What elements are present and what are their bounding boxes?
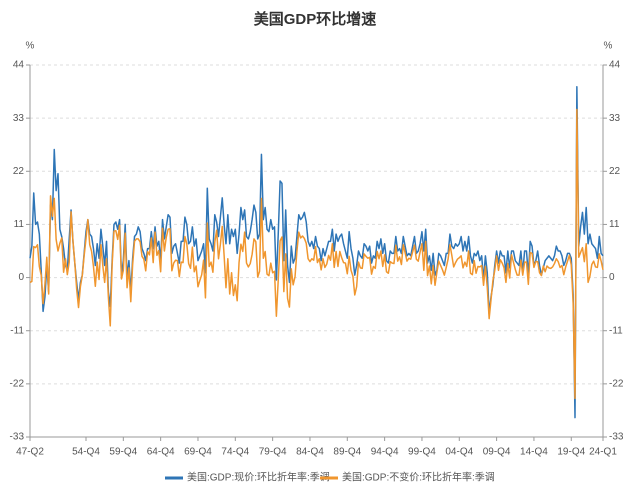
chart-title: 美国GDP环比增速 (254, 10, 377, 28)
x-tick-label: 79-Q4 (259, 447, 287, 458)
x-tick-label: 64-Q4 (147, 447, 175, 458)
y-tick-label: -22 (10, 378, 25, 389)
x-tick-label: 09-Q4 (483, 447, 511, 458)
x-tick-label: 74-Q4 (221, 447, 249, 458)
y2-axis-unit: % (604, 41, 613, 52)
x-tick-label: 47-Q2 (16, 447, 44, 458)
x-tick-label: 19-Q4 (557, 447, 585, 458)
x-tick-label: 14-Q4 (520, 447, 548, 458)
y2-tick-label: -22 (609, 378, 624, 389)
y-tick-label: 11 (14, 219, 25, 230)
y2-tick-label: 22 (609, 166, 621, 177)
legend-label: 美国:GDP:现价:环比折年率:季调 (187, 471, 330, 484)
x-tick-label: 04-Q4 (445, 447, 473, 458)
x-tick-label: 54-Q4 (72, 447, 100, 458)
x-tick-label: 69-Q4 (184, 447, 212, 458)
y-tick-label: 0 (18, 272, 24, 283)
y2-tick-label: 33 (609, 113, 621, 124)
x-tick-label: 94-Q4 (371, 447, 399, 458)
x-tick-label: 89-Q4 (333, 447, 361, 458)
series-line (29, 108, 604, 400)
y-tick-label: 44 (13, 60, 25, 71)
y-tick-label: -11 (10, 325, 24, 336)
y2-tick-label: 11 (609, 219, 620, 230)
y2-tick-label: -11 (609, 325, 623, 336)
y-tick-label: 22 (13, 166, 25, 177)
x-tick-label: 99-Q4 (408, 447, 436, 458)
y-axis-unit: % (26, 41, 35, 52)
y-tick-label: -33 (10, 432, 25, 443)
y2-tick-label: -33 (609, 432, 624, 443)
y-tick-label: 33 (13, 113, 25, 124)
legend-label: 美国:GDP:不变价:环比折年率:季调 (342, 471, 495, 484)
x-tick-label: 59-Q4 (109, 447, 137, 458)
x-tick-label: 24-Q1 (589, 447, 617, 458)
x-tick-label: 84-Q4 (296, 447, 324, 458)
y2-tick-label: 0 (609, 272, 615, 283)
y2-tick-label: 44 (609, 60, 621, 71)
